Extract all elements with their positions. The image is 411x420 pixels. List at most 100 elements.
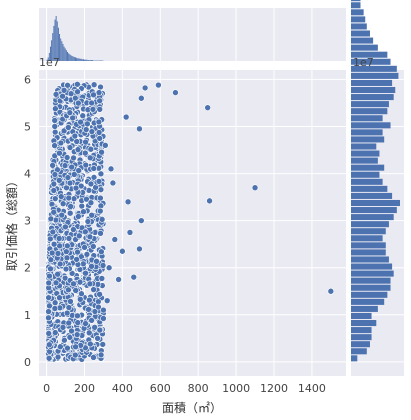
scatter-point xyxy=(99,262,107,269)
x-tick-label: 600 xyxy=(150,382,171,395)
x-histogram-bar xyxy=(68,53,70,61)
y-histogram-bar xyxy=(351,305,378,312)
scatter-point xyxy=(59,92,66,100)
scatter-point xyxy=(58,211,66,219)
outlier-point xyxy=(130,273,138,281)
scatter-point xyxy=(73,256,80,263)
scatter-point xyxy=(66,179,74,187)
x-histogram-bar xyxy=(63,46,65,61)
scatter-point xyxy=(80,260,87,268)
outlier-point xyxy=(102,142,109,149)
y-histogram-bar xyxy=(351,263,393,270)
scatter-point xyxy=(52,279,60,287)
scatter-point xyxy=(82,161,90,169)
outlier-point xyxy=(172,89,179,96)
scatter-point xyxy=(96,135,103,142)
outlier-point xyxy=(126,229,134,236)
scatter-point xyxy=(87,199,95,206)
y-histogram-bar xyxy=(351,348,367,355)
x-histogram-bar xyxy=(70,55,72,61)
scatter-point xyxy=(94,335,101,342)
scatter-point xyxy=(52,105,59,113)
x-histogram-bar xyxy=(65,50,67,61)
y-histogram-bar xyxy=(351,108,388,115)
y-histogram-bar xyxy=(351,143,377,150)
scatter-point xyxy=(51,117,59,124)
scatter-point xyxy=(66,209,74,217)
scatter-point xyxy=(93,258,100,265)
scatter-point xyxy=(64,344,71,352)
x-histogram-bar xyxy=(78,58,80,61)
scatter-point xyxy=(57,193,65,200)
top-marginal-background xyxy=(39,8,346,61)
scatter-point xyxy=(96,291,103,298)
scatter-point xyxy=(66,109,74,116)
scatter-point xyxy=(63,309,71,317)
outlier-point xyxy=(119,247,126,255)
y-histogram-bar xyxy=(351,256,389,263)
x-tick-label: 400 xyxy=(112,382,133,395)
y-histogram-bar xyxy=(351,341,370,348)
scatter-point xyxy=(72,287,79,294)
scatter-point xyxy=(79,112,87,120)
scatter-point xyxy=(49,162,56,169)
y-histogram-bar xyxy=(351,94,394,101)
scatter-point xyxy=(51,142,58,149)
y-histogram-bar xyxy=(351,122,391,129)
x-histogram-bar xyxy=(51,40,53,61)
scatter-point xyxy=(70,171,78,178)
scatter-point xyxy=(88,317,95,324)
x-histogram-bar xyxy=(56,21,58,61)
x-histogram-bar xyxy=(67,52,68,61)
scatter-point xyxy=(47,256,55,264)
scatter-point xyxy=(75,213,82,220)
scatter-point xyxy=(88,128,96,135)
scatter-point xyxy=(98,248,105,256)
x-histogram-bar xyxy=(82,59,84,61)
x-histogram-bar xyxy=(53,25,55,61)
outlier-point xyxy=(138,94,145,102)
scatter-point xyxy=(50,180,58,188)
scatter-point xyxy=(55,235,63,242)
scatter-point xyxy=(75,232,83,240)
scatter-point xyxy=(51,305,59,312)
y-histogram-bar xyxy=(351,129,383,136)
y-histogram-bar xyxy=(351,101,389,108)
scatter-point xyxy=(74,312,81,320)
y-histogram-bar xyxy=(351,291,388,298)
x-histogram-bar xyxy=(61,41,63,61)
scatter-point xyxy=(61,336,68,344)
scatter-point xyxy=(46,302,53,310)
outlier-point xyxy=(136,245,143,253)
scatter-point xyxy=(76,295,84,303)
scatter-point xyxy=(62,265,70,273)
x-histogram-bar xyxy=(72,56,74,61)
y-tick-label: 5 xyxy=(24,120,31,133)
y-histogram-bar xyxy=(351,16,366,23)
scatter-point xyxy=(66,334,74,341)
y-histogram-bar xyxy=(351,277,391,284)
scatter-point xyxy=(70,226,77,233)
x-histogram-bar xyxy=(87,60,89,61)
scatter-point xyxy=(90,81,98,89)
scatter-point xyxy=(65,124,72,131)
scatter-point xyxy=(54,270,61,278)
y-histogram-bar xyxy=(351,171,380,178)
scatter-point xyxy=(46,341,53,349)
tick-labels: 0 200 400 600 800 1000 1200 1400 0 1 2 3 4 5 6 xyxy=(24,73,326,395)
y-histogram-bar xyxy=(351,327,372,334)
scatter-point xyxy=(76,278,84,286)
scatter-point xyxy=(68,163,75,171)
scatter-point xyxy=(64,81,71,89)
x-histogram-bar xyxy=(85,59,87,61)
y-histogram-bar xyxy=(351,270,394,277)
scatter-point xyxy=(72,94,79,102)
y-histogram-bar xyxy=(351,2,361,9)
scatter-point xyxy=(96,106,104,113)
y-histogram-bar xyxy=(351,221,389,228)
scatter-point xyxy=(45,354,53,362)
scatter-point xyxy=(64,242,71,250)
scatter-point xyxy=(85,306,92,313)
x-histogram-bar xyxy=(79,58,81,61)
scatter-point xyxy=(91,324,98,331)
